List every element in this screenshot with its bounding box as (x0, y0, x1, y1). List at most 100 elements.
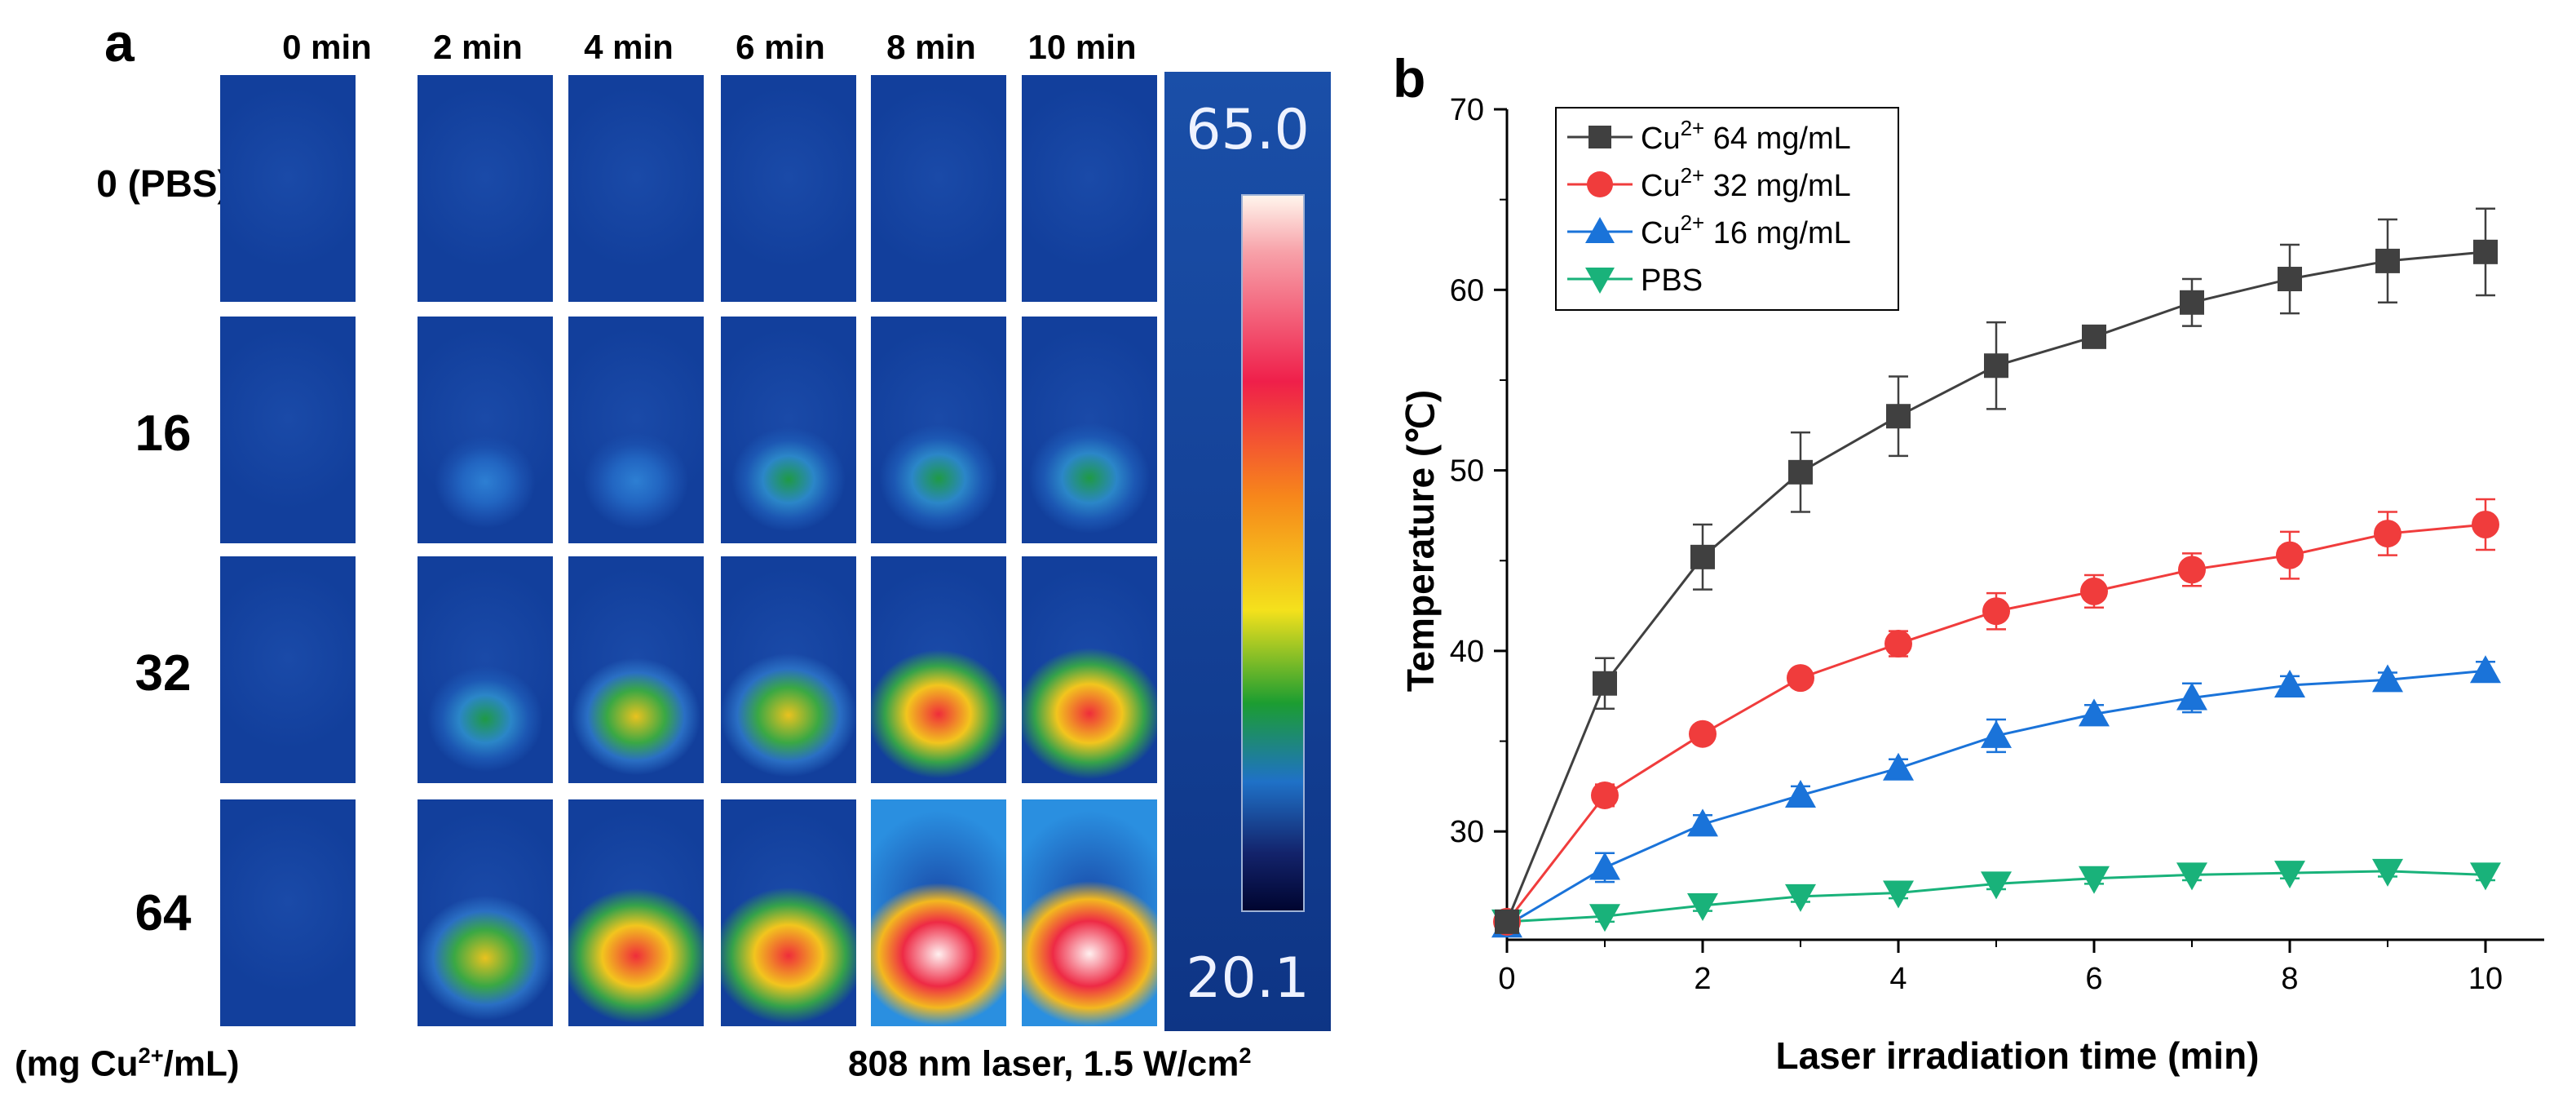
unit-label-pre: (mg Cu (15, 1043, 139, 1084)
series-1-point-8 (2276, 541, 2304, 569)
temperature-colorbar (1241, 194, 1305, 912)
series-0-point-2 (1690, 544, 1715, 569)
thermal-tile-r1-c0 (220, 317, 356, 543)
legend-label-3: PBS (1641, 263, 1703, 298)
x-tick-label-0: 0 (1498, 962, 1515, 996)
series-1-point-5 (1982, 597, 2010, 626)
thermal-tile-r0-c4 (871, 75, 1006, 302)
series-2-point-1 (1589, 852, 1620, 880)
time-label-8: 8 min (886, 28, 976, 66)
x-tick-label-6: 6 (2085, 962, 2102, 996)
series-1-point-2 (1689, 720, 1717, 748)
legend-marker-2 (1585, 217, 1615, 243)
thermal-tile-r2-c2 (568, 556, 704, 783)
series-3-point-10 (2470, 862, 2501, 891)
panel-a-letter: a (104, 12, 135, 73)
series-0-point-8 (2278, 267, 2302, 292)
y-tick-label-30: 30 (1450, 815, 1484, 849)
legend-label-0-main: Cu (1641, 122, 1681, 156)
series-2-point-5 (1981, 720, 2012, 748)
thermal-tile-r1-c3 (721, 317, 856, 543)
thermal-tile-r3-c2 (568, 799, 704, 1026)
series-1-point-7 (2178, 556, 2206, 584)
unit-label: (mg Cu2+/mL) (15, 1043, 240, 1085)
series-2-point-3 (1785, 779, 1816, 808)
series-1-point-10 (2472, 511, 2499, 538)
unit-label-post: /mL) (163, 1043, 240, 1084)
row-label-64: 64 (135, 885, 192, 941)
series-0-point-1 (1593, 671, 1617, 696)
legend-marker-1 (1587, 171, 1613, 197)
thermal-tile-r2-c0 (220, 556, 356, 783)
laser-label-sup: 2 (1239, 1043, 1252, 1068)
legend-label-0: Cu2+ 64 mg/mL (1641, 116, 1851, 156)
thermal-tile-r0-c5 (1022, 75, 1157, 302)
series-2-point-9 (2372, 664, 2403, 693)
row-label-32: 32 (135, 645, 192, 702)
x-tick-label-10: 10 (2468, 962, 2503, 996)
time-label-4: 4 min (584, 28, 674, 66)
legend-label-2: Cu2+ 16 mg/mL (1641, 210, 1851, 250)
colorbar-min-label: 20.1 (1186, 946, 1310, 1011)
thermal-tile-r1-c2 (568, 317, 704, 543)
series-1-point-4 (1885, 630, 1912, 658)
y-tick-label-40: 40 (1450, 635, 1484, 669)
thermal-tile-r2-c1 (418, 556, 553, 783)
series-0-point-4 (1886, 404, 1911, 429)
series-2-point-10 (2470, 655, 2501, 684)
laser-label: 808 nm laser, 1.5 W/cm2 (848, 1043, 1252, 1085)
legend-label-1-sup: 2+ (1681, 163, 1705, 188)
y-tick-label-50: 50 (1450, 454, 1484, 489)
unit-label-sup: 2+ (138, 1043, 164, 1068)
x-axis-title: Laser irradiation time (min) (1775, 1034, 2259, 1077)
series-2-point-6 (2079, 698, 2110, 727)
time-label-0: 0 min (282, 28, 372, 66)
time-label-10: 10 min (1027, 28, 1137, 66)
laser-label-pre: 808 nm laser, 1.5 W/cm (848, 1043, 1239, 1084)
time-label-2: 2 min (433, 28, 523, 66)
series-3-point-9 (2372, 858, 2403, 887)
series-3-point-2 (1687, 892, 1718, 921)
thermal-tile-r1-c4 (871, 317, 1006, 543)
x-tick-label-8: 8 (2281, 962, 2298, 996)
panel-b-letter: b (1393, 48, 1426, 108)
thermal-tile-r0-c3 (721, 75, 856, 302)
thermal-tile-r3-c3 (721, 799, 856, 1026)
row-label-16: 16 (135, 405, 192, 462)
thermal-tile-r3-c5 (1022, 799, 1157, 1026)
legend-label-2-rest: 16 mg/mL (1704, 216, 1851, 250)
legend-marker-3 (1585, 268, 1615, 294)
x-tick-label-4: 4 (1889, 962, 1907, 996)
series-2-point-4 (1883, 752, 1914, 781)
series-1-point-3 (1787, 664, 1814, 693)
thermal-tile-r3-c1 (418, 799, 553, 1026)
series-3-point-5 (1981, 871, 2012, 900)
series-0-point-0 (1495, 909, 1519, 934)
legend-label-0-sup: 2+ (1681, 116, 1705, 140)
legend-box (1555, 107, 1899, 311)
series-3-point-6 (2079, 866, 2110, 894)
series-3-point-8 (2274, 861, 2305, 889)
series-3-point-3 (1785, 883, 1816, 912)
time-label-6: 6 min (736, 28, 825, 66)
thermal-tile-r2-c5 (1022, 556, 1157, 783)
colorbar-max-label: 65.0 (1186, 98, 1310, 162)
series-0-point-10 (2473, 239, 2498, 264)
series-3-point-1 (1589, 904, 1620, 932)
thermal-tile-r1-c1 (418, 317, 553, 543)
legend-label-1-main: Cu (1641, 169, 1681, 203)
series-2-point-8 (2274, 669, 2305, 697)
series-0-point-5 (1984, 353, 2008, 379)
y-tick-label-60: 60 (1450, 273, 1484, 308)
legend-label-0-rest: 64 mg/mL (1704, 122, 1851, 156)
thermal-tile-r3-c4 (871, 799, 1006, 1026)
legend-label-2-sup: 2+ (1681, 210, 1705, 235)
thermal-tile-r2-c4 (871, 556, 1006, 783)
series-1-point-1 (1591, 781, 1619, 809)
y-axis-title: Temperature (℃) (1399, 390, 1442, 692)
thermal-tile-r0-c2 (568, 75, 704, 302)
temperature-colorbar-panel: 65.0 20.1 (1164, 72, 1331, 1031)
thermal-tile-r2-c3 (721, 556, 856, 783)
legend-marker-0 (1588, 126, 1611, 148)
